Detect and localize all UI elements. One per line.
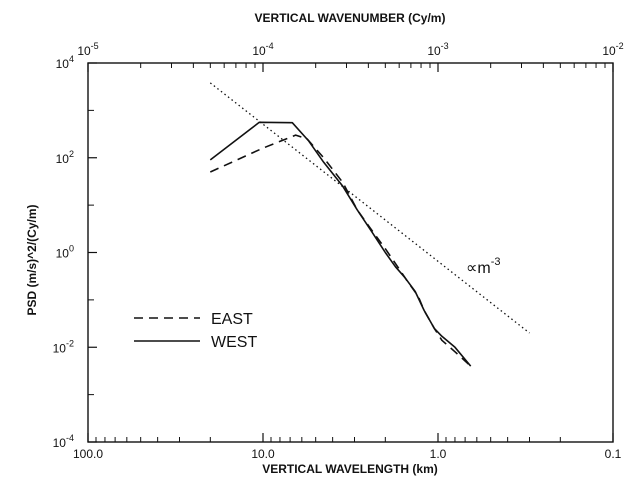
x-axis-title: VERTICAL WAVELENGTH (km) xyxy=(262,462,438,476)
ticks-layer: 100.0 10.0 1.0 0.1 10-5 10-4 10-3 10-2 104 102 100… xyxy=(53,41,624,461)
legend: EAST WEST xyxy=(134,311,257,351)
y-tick-label: 104 xyxy=(56,54,74,71)
x2-tick-label: 10-2 xyxy=(602,41,623,58)
x-tick-label: 100.0 xyxy=(73,447,103,461)
y-tick-label: 10-4 xyxy=(53,433,74,450)
x2-tick-label: 10-4 xyxy=(252,41,273,58)
series-layer xyxy=(209,82,530,367)
x2-tick-label: 10-5 xyxy=(77,41,98,58)
y-tick-label: 100 xyxy=(56,244,74,261)
y-tick-label: 10-2 xyxy=(53,338,74,355)
legend-east-label: EAST xyxy=(211,311,253,328)
x-tick-label: 0.1 xyxy=(605,447,622,461)
legend-west-label: WEST xyxy=(211,334,257,351)
slope-reference-line xyxy=(209,82,530,334)
plot-frame xyxy=(87,62,614,443)
x-tick-label: 10.0 xyxy=(251,447,275,461)
x2-tick-label: 10-3 xyxy=(427,41,448,58)
y-axis-title: PSD (m/s)^2/(Cy/m) xyxy=(25,204,39,315)
slope-annotation: ∝m-3 xyxy=(466,256,501,277)
y-tick-label: 102 xyxy=(56,149,74,166)
series-west-line xyxy=(209,121,472,367)
x2-axis-title: VERTICAL WAVENUMBER (Cy/m) xyxy=(255,11,446,25)
series-east-line xyxy=(209,134,472,367)
x-tick-label: 1.0 xyxy=(430,447,447,461)
